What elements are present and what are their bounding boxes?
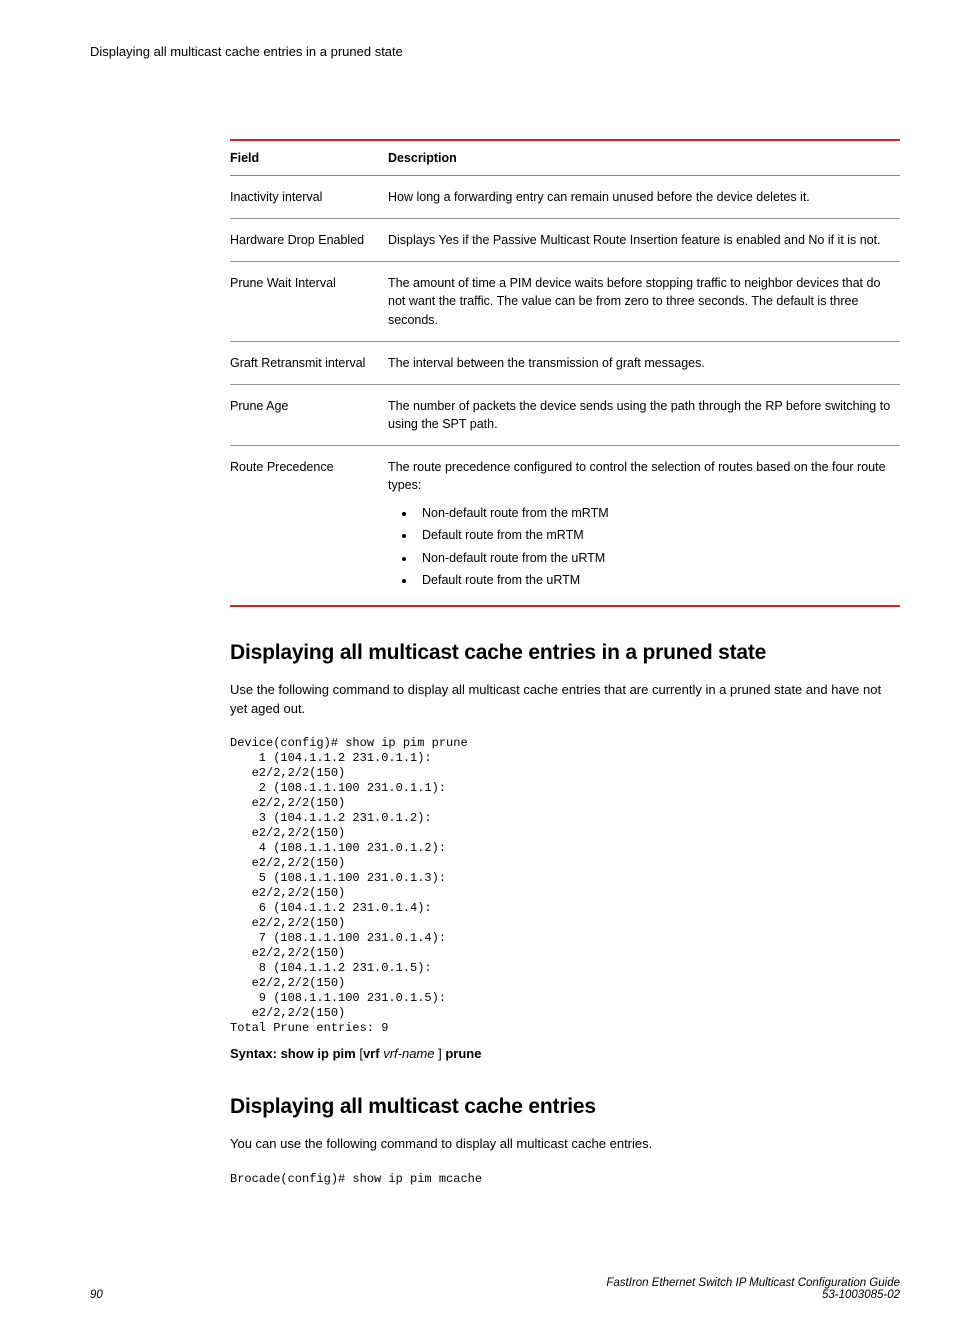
page: Displaying all multicast cache entries i… bbox=[0, 0, 954, 1331]
main-content: Field Description Inactivity interval Ho… bbox=[230, 139, 900, 1187]
syntax-prefix: Syntax: show ip pim bbox=[230, 1046, 356, 1061]
syntax-suffix: prune bbox=[445, 1046, 481, 1061]
list-item: Non-default route from the mRTM bbox=[416, 504, 894, 522]
table-row: Prune Wait Interval The amount of time a… bbox=[230, 262, 900, 341]
running-header: Displaying all multicast cache entries i… bbox=[90, 44, 904, 59]
cell-description: How long a forwarding entry can remain u… bbox=[388, 176, 900, 219]
cell-field: Inactivity interval bbox=[230, 176, 388, 219]
cell-description: The interval between the transmission of… bbox=[388, 341, 900, 384]
footer-right: FastIron Ethernet Switch IP Multicast Co… bbox=[606, 1277, 900, 1301]
col-header-description: Description bbox=[388, 140, 900, 176]
table-row: Route Precedence The route precedence co… bbox=[230, 446, 900, 606]
footer-doc-id: 53-1003085-02 bbox=[606, 1289, 900, 1301]
section-heading-pruned: Displaying all multicast cache entries i… bbox=[230, 641, 900, 665]
syntax-line: Syntax: show ip pim [vrf vrf-name ] prun… bbox=[230, 1046, 900, 1061]
list-item: Default route from the uRTM bbox=[416, 571, 894, 589]
cell-field: Hardware Drop Enabled bbox=[230, 219, 388, 262]
cell-field: Prune Age bbox=[230, 384, 388, 445]
cell-desc-text: The route precedence configured to contr… bbox=[388, 460, 886, 492]
table-row: Hardware Drop Enabled Displays Yes if th… bbox=[230, 219, 900, 262]
cell-field: Prune Wait Interval bbox=[230, 262, 388, 341]
syntax-opt-bold: vrf bbox=[363, 1046, 380, 1061]
syntax-bracket-close: ] bbox=[438, 1046, 442, 1061]
table-row: Inactivity interval How long a forwardin… bbox=[230, 176, 900, 219]
section-intro: You can use the following command to dis… bbox=[230, 1135, 900, 1154]
cell-description: Displays Yes if the Passive Multicast Ro… bbox=[388, 219, 900, 262]
cli-output-mcache: Brocade(config)# show ip pim mcache bbox=[230, 1172, 900, 1187]
section-heading-all: Displaying all multicast cache entries bbox=[230, 1095, 900, 1119]
page-footer: 90 FastIron Ethernet Switch IP Multicast… bbox=[50, 1277, 904, 1301]
table-row: Prune Age The number of packets the devi… bbox=[230, 384, 900, 445]
list-item: Default route from the mRTM bbox=[416, 526, 894, 544]
table-row: Graft Retransmit interval The interval b… bbox=[230, 341, 900, 384]
route-types-list: Non-default route from the mRTM Default … bbox=[388, 504, 894, 589]
list-item: Non-default route from the uRTM bbox=[416, 549, 894, 567]
field-description-table: Field Description Inactivity interval Ho… bbox=[230, 139, 900, 607]
cell-description: The number of packets the device sends u… bbox=[388, 384, 900, 445]
syntax-opt-ital: vrf-name bbox=[383, 1046, 434, 1061]
cell-field: Graft Retransmit interval bbox=[230, 341, 388, 384]
col-header-field: Field bbox=[230, 140, 388, 176]
page-number: 90 bbox=[90, 1289, 103, 1301]
cell-description: The amount of time a PIM device waits be… bbox=[388, 262, 900, 341]
cell-description: The route precedence configured to contr… bbox=[388, 446, 900, 606]
section-intro: Use the following command to display all… bbox=[230, 681, 900, 719]
cell-field: Route Precedence bbox=[230, 446, 388, 606]
footer-guide: FastIron Ethernet Switch IP Multicast Co… bbox=[606, 1277, 900, 1289]
cli-output-prune: Device(config)# show ip pim prune 1 (104… bbox=[230, 736, 900, 1036]
